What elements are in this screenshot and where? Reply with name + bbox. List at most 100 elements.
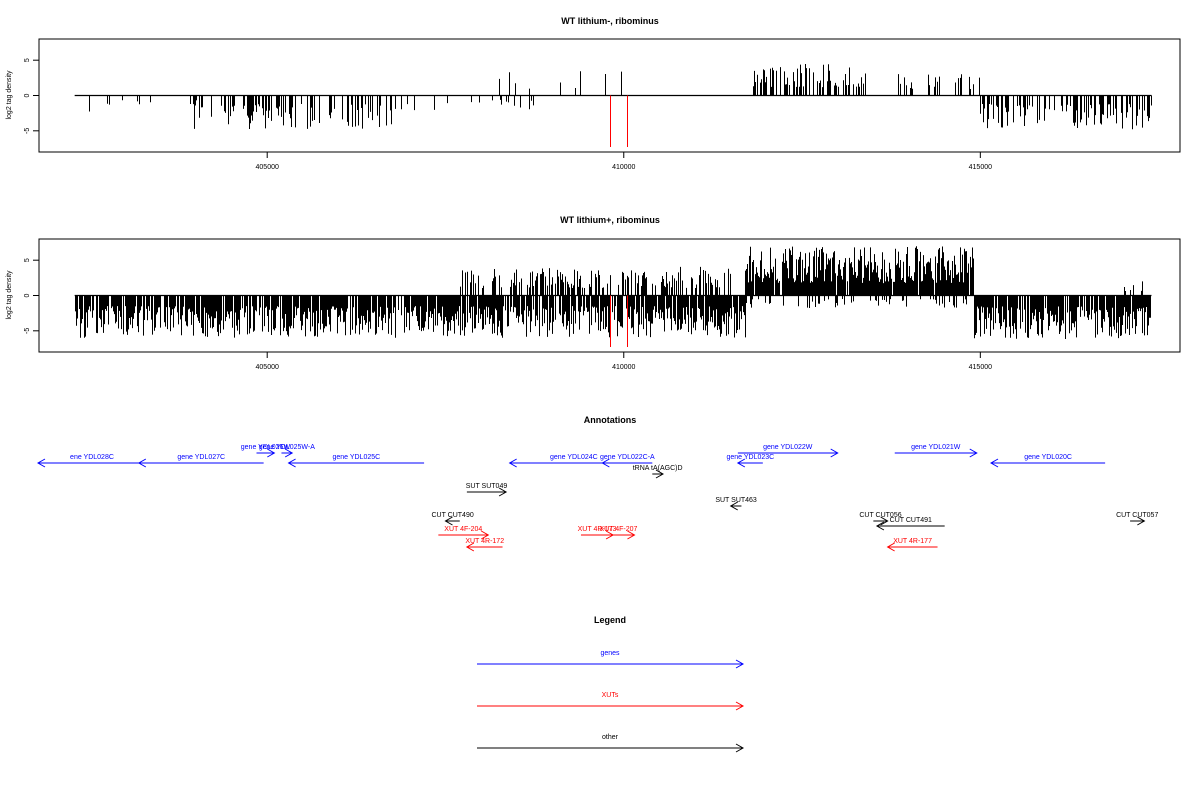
feature-other: SUT SUT049	[466, 483, 508, 497]
annotations-title: Annotations	[584, 415, 637, 425]
feature-arrowhead	[627, 530, 636, 540]
y-tick-label: 0	[24, 293, 31, 297]
feature-gene: gene YDL025C	[287, 454, 425, 468]
annotations-track: Annotations ene YDL028C gene YDL027C gene …	[36, 415, 1158, 552]
legend-item: genes	[477, 650, 745, 669]
feature-arrowhead	[886, 542, 895, 552]
feature-arrowhead	[1137, 516, 1146, 526]
y-axis-label: log2 tag density	[6, 270, 13, 320]
x-axis: 405000 410000 415000	[256, 364, 993, 371]
legend-label: other	[602, 734, 619, 741]
x-tick-label: 410000	[612, 364, 635, 371]
x-tick-label: 410000	[612, 164, 635, 171]
panel-title: WT lithium+, ribominus	[560, 215, 660, 225]
y-tick-label: -5	[24, 128, 31, 134]
feature-other: SUT SUT463	[715, 497, 757, 511]
feature-label: XUT 4F-207	[599, 526, 637, 533]
feature-other: CUT CUT056	[859, 512, 902, 526]
feature-gene: gene YDL021W	[894, 444, 978, 458]
x-tick-label: 405000	[256, 364, 279, 371]
feature-label: gene YDL022C-A	[600, 454, 655, 461]
feature-xut: XUT 4R-172	[465, 538, 504, 552]
legend-items: genes XUTs other	[477, 650, 745, 753]
feature-label: gene YDL021W	[911, 444, 961, 451]
legend-label: genes	[600, 650, 620, 657]
feature-label: CUT CUT491	[890, 517, 932, 524]
feature-arrowhead	[465, 542, 475, 552]
feature-other: tRNA tA(AGC)D	[633, 465, 683, 479]
y-tick-label: -5	[24, 328, 31, 334]
feature-gene: gene YDL025W-A	[259, 444, 315, 458]
feature-label: SUT SUT049	[466, 483, 508, 490]
feature-label: gene YDL020C	[1024, 454, 1072, 461]
y-tick-label: 5	[24, 58, 31, 62]
feature-label: gene YDL026W	[241, 444, 291, 451]
legend-title: Legend	[594, 615, 626, 625]
feature-arrowhead	[990, 458, 999, 468]
feature-label: gene YDL024C	[550, 454, 598, 461]
feature-arrowhead	[267, 448, 276, 458]
y-tick-label: 0	[24, 93, 31, 97]
x-tick-label: 415000	[969, 164, 992, 171]
feature-gene: gene YDL027C	[137, 454, 264, 468]
legend-arrowhead	[735, 659, 745, 669]
legend-label: XUTs	[602, 692, 619, 699]
feature-label: ene YDL028C	[70, 454, 114, 461]
x-tick-label: 415000	[969, 364, 992, 371]
feature-arrowhead	[729, 501, 738, 511]
feature-gene: gene YDL026W	[241, 444, 291, 458]
feature-arrowhead	[444, 516, 453, 526]
feature-label: tRNA tA(AGC)D	[633, 465, 683, 472]
legend-item: other	[477, 734, 745, 753]
legend-arrowhead	[735, 743, 745, 753]
feature-arrowhead	[655, 469, 664, 479]
feature-gene: gene YDL020C	[990, 454, 1106, 468]
feature-other: CUT CUT491	[875, 517, 945, 531]
feature-arrowhead	[601, 458, 610, 468]
feature-xut: XUT 4F-204	[438, 526, 490, 540]
feature-label: gene YDL027C	[177, 454, 225, 461]
feature-label: CUT CUT490	[431, 512, 473, 519]
feature-label: CUT CUT057	[1116, 512, 1158, 519]
legend-arrowhead	[735, 701, 745, 711]
feature-arrowhead	[969, 448, 978, 458]
feature-label: gene YDL022W	[763, 444, 813, 451]
feature-label: gene YDL023C	[726, 454, 774, 461]
y-tick-label: 5	[24, 258, 31, 262]
feature-label: XUT 4R-173	[578, 526, 617, 533]
feature-arrowhead	[830, 448, 839, 458]
feature-arrowhead	[137, 458, 147, 468]
feature-gene: gene YDL023C	[726, 454, 774, 468]
feature-other: CUT CUT057	[1116, 512, 1158, 526]
feature-label: XUT 4R-172	[465, 538, 504, 545]
feature-arrowhead	[880, 516, 889, 526]
feature-arrowhead	[36, 458, 46, 468]
feature-xut: XUT 4F-207	[599, 526, 638, 540]
legend-item: XUTs	[477, 692, 745, 711]
coverage-bars	[74, 246, 1152, 348]
feature-label: CUT CUT056	[859, 512, 901, 519]
feature-arrowhead	[736, 458, 746, 468]
coverage-bars	[74, 63, 1152, 148]
feature-label: XUT 4R-177	[893, 538, 932, 545]
feature-gene: ene YDL028C	[36, 454, 146, 468]
feature-arrowhead	[287, 458, 296, 468]
feature-xut: XUT 4R-177	[886, 538, 938, 552]
feature-gene: gene YDL022C-A	[600, 454, 655, 468]
feature-label: gene YDL025C	[332, 454, 380, 461]
y-axis: 5 0 -5	[24, 58, 31, 134]
y-axis: 5 0 -5	[24, 258, 31, 334]
feature-arrowhead	[284, 448, 294, 458]
track-panel-lithium-minus: WT lithium-, ribominus log2 tag density …	[6, 16, 1181, 171]
feature-label: SUT SUT463	[715, 497, 757, 504]
track-panel-lithium-plus: WT lithium+, ribominus log2 tag density …	[6, 215, 1181, 371]
feature-arrowhead	[481, 530, 490, 540]
feature-label: gene YDL025W-A	[259, 444, 315, 451]
feature-other: CUT CUT490	[431, 512, 474, 526]
y-axis-label: log2 tag density	[6, 70, 13, 120]
legend: Legend genes XUTs other	[477, 615, 745, 753]
feature-arrowhead	[508, 458, 517, 468]
feature-label: XUT 4F-204	[444, 526, 482, 533]
